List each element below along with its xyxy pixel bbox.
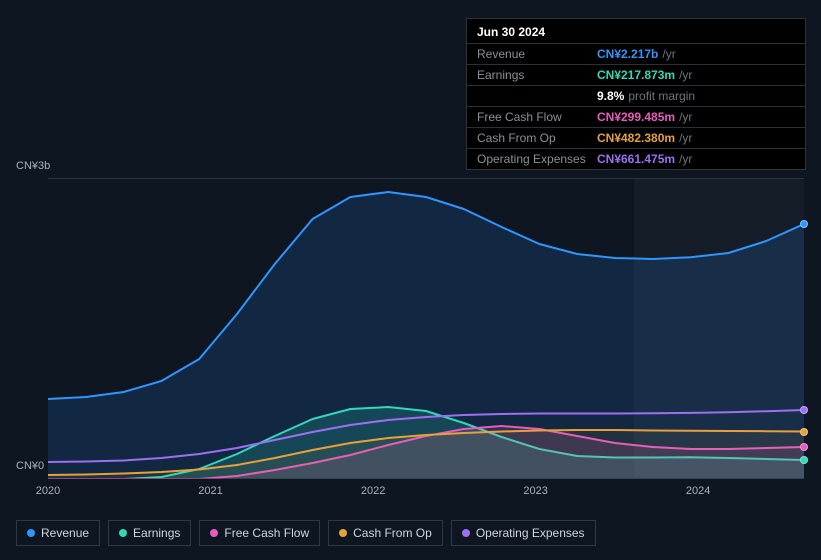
legend-item[interactable]: Operating Expenses xyxy=(451,520,596,546)
tooltip-row: Operating ExpensesCN¥661.475m/yr xyxy=(467,148,805,169)
xaxis-tick: 2024 xyxy=(686,485,710,497)
area-chart: CN¥3b CN¥0 xyxy=(16,160,806,495)
tooltip-row: EarningsCN¥217.873m/yr xyxy=(467,64,805,85)
tooltip-value: CN¥482.380m xyxy=(597,131,675,145)
xaxis-tick: 2021 xyxy=(198,485,222,497)
series-end-dot xyxy=(800,406,808,414)
series-end-dot xyxy=(800,456,808,464)
tooltip-row: Free Cash FlowCN¥299.485m/yr xyxy=(467,106,805,127)
tooltip-label: Free Cash Flow xyxy=(477,110,597,124)
chart-svg xyxy=(48,179,804,479)
tooltip-row: RevenueCN¥2.217b/yr xyxy=(467,43,805,64)
xaxis: 20202021202220232024 xyxy=(48,485,804,505)
tooltip-date: Jun 30 2024 xyxy=(467,19,805,43)
tooltip-label: Operating Expenses xyxy=(477,152,597,166)
yaxis-bottom-label: CN¥0 xyxy=(16,460,44,472)
yaxis-top-label: CN¥3b xyxy=(16,160,50,172)
tooltip-suffix: /yr xyxy=(662,47,675,61)
plot-area[interactable] xyxy=(48,178,804,478)
tooltip-row: 9.8% profit margin xyxy=(467,85,805,106)
legend-item[interactable]: Revenue xyxy=(16,520,100,546)
tooltip-value: CN¥217.873m xyxy=(597,68,675,82)
xaxis-tick: 2022 xyxy=(361,485,385,497)
legend-item[interactable]: Cash From Op xyxy=(328,520,443,546)
legend-item[interactable]: Free Cash Flow xyxy=(199,520,320,546)
tooltip-value: CN¥2.217b xyxy=(597,47,658,61)
xaxis-tick: 2020 xyxy=(36,485,60,497)
legend-item[interactable]: Earnings xyxy=(108,520,191,546)
tooltip-suffix: profit margin xyxy=(628,89,695,103)
legend-dot xyxy=(27,529,35,537)
tooltip-suffix: /yr xyxy=(679,68,692,82)
tooltip-row: Cash From OpCN¥482.380m/yr xyxy=(467,127,805,148)
series-end-dot xyxy=(800,428,808,436)
tooltip-label xyxy=(477,89,597,103)
chart-tooltip: Jun 30 2024 RevenueCN¥2.217b/yrEarningsC… xyxy=(466,18,806,170)
series-end-dot xyxy=(800,220,808,228)
series-end-dot xyxy=(800,443,808,451)
tooltip-suffix: /yr xyxy=(679,152,692,166)
legend-label: Earnings xyxy=(133,526,180,540)
legend: Revenue Earnings Free Cash Flow Cash From O… xyxy=(16,520,596,546)
tooltip-label: Earnings xyxy=(477,68,597,82)
legend-label: Operating Expenses xyxy=(476,526,585,540)
tooltip-value: 9.8% xyxy=(597,89,624,103)
legend-label: Free Cash Flow xyxy=(224,526,309,540)
legend-label: Cash From Op xyxy=(353,526,432,540)
xaxis-tick: 2023 xyxy=(523,485,547,497)
tooltip-label: Revenue xyxy=(477,47,597,61)
tooltip-value: CN¥661.475m xyxy=(597,152,675,166)
tooltip-label: Cash From Op xyxy=(477,131,597,145)
legend-dot xyxy=(210,529,218,537)
legend-dot xyxy=(339,529,347,537)
legend-label: Revenue xyxy=(41,526,89,540)
tooltip-suffix: /yr xyxy=(679,131,692,145)
tooltip-suffix: /yr xyxy=(679,110,692,124)
tooltip-value: CN¥299.485m xyxy=(597,110,675,124)
legend-dot xyxy=(462,529,470,537)
legend-dot xyxy=(119,529,127,537)
